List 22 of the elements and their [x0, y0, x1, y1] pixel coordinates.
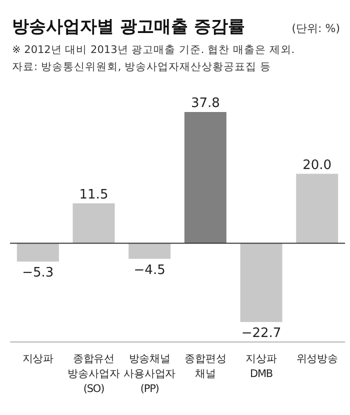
- x-tick-label: 지상파 DMB: [246, 353, 278, 380]
- data-label: −5.3: [22, 266, 54, 281]
- text: 자료: 방송통신위원회, 방송사업자재산상황공표집 등: [12, 61, 271, 73]
- bar: [72, 203, 115, 244]
- x-tick-label: 지상파: [22, 353, 54, 365]
- bar: [296, 174, 338, 244]
- bar: [16, 243, 59, 262]
- x-tick-label: 방송채널 사용사업자 (PP): [124, 353, 176, 395]
- x-tick-label: 종합유선 방송사업자 (SO): [68, 353, 120, 395]
- bar: [240, 243, 282, 322]
- bar: [184, 112, 226, 244]
- data-label: 37.8: [190, 96, 220, 111]
- bar: [128, 243, 171, 259]
- text: ※ 2012년 대비 2013년 광고매출 기준. 협찬 매출은 제외.: [12, 44, 295, 56]
- data-label: 20.0: [302, 158, 332, 173]
- data-label: −22.7: [241, 326, 282, 341]
- x-tick-label: 위성방송: [296, 353, 338, 365]
- data-label: 11.5: [79, 187, 108, 202]
- data-label: −4.5: [134, 262, 166, 278]
- x-tick-label: 종합편성 채널: [184, 353, 226, 380]
- chart-title: 방송사업자별 광고매출 증감률: [12, 17, 245, 37]
- chart-subtitle: (단위: %): [292, 22, 340, 35]
